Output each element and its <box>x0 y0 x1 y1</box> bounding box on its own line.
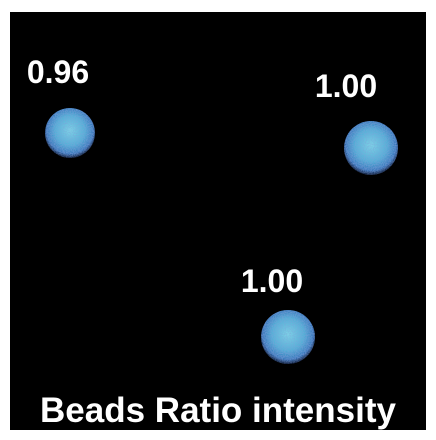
bead <box>45 108 95 158</box>
bead <box>261 310 315 364</box>
image-background <box>10 12 426 430</box>
bead <box>344 121 398 175</box>
bead-label: 1.00 <box>315 68 377 104</box>
beads <box>45 108 398 364</box>
bead-label: 1.00 <box>241 263 303 299</box>
caption: Beads Ratio intensity <box>40 391 396 430</box>
bead-label: 0.96 <box>27 54 89 90</box>
